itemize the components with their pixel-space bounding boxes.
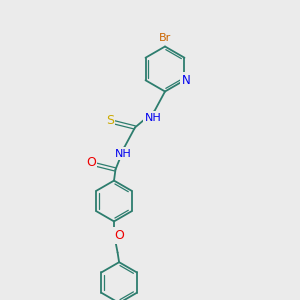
Text: NH: NH bbox=[115, 148, 131, 159]
Text: O: O bbox=[86, 156, 96, 170]
Text: Br: Br bbox=[159, 33, 171, 43]
Text: S: S bbox=[106, 114, 114, 128]
Text: N: N bbox=[182, 74, 190, 87]
Text: O: O bbox=[115, 229, 124, 242]
Text: NH: NH bbox=[145, 112, 161, 123]
